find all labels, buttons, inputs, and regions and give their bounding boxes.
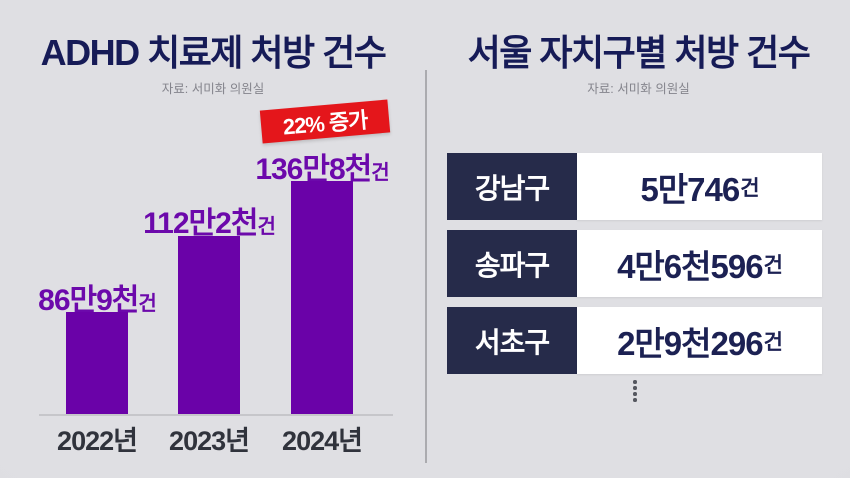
table-row-seocho: 서초구 2만9천296 건 xyxy=(447,307,822,374)
x-axis-baseline xyxy=(39,414,393,416)
district-value-cell: 5만746 건 xyxy=(577,153,822,220)
right-panel-title: 서울 자치구별 처방 건수 xyxy=(467,32,811,73)
ellipsis-dot xyxy=(633,398,637,402)
bar-value-2024: 136만8천 xyxy=(255,153,372,186)
district-name-cell: 서초구 xyxy=(447,307,577,374)
ellipsis-dot xyxy=(633,392,637,396)
district-value: 2만9천296 xyxy=(617,324,763,362)
left-panel-title: ADHD 치료제 처방 건수 xyxy=(40,32,387,73)
right-source-caption: 자료: 서미화 의원실 xyxy=(587,82,690,96)
district-value-unit: 건 xyxy=(763,330,783,354)
bar-value-2023: 112만2천 xyxy=(143,207,258,240)
bar-2023 xyxy=(178,236,240,415)
district-name-cell: 송파구 xyxy=(447,230,577,297)
increase-badge: 22% 증가 xyxy=(259,99,391,144)
more-rows-ellipsis-icon xyxy=(633,380,637,402)
bar-2022 xyxy=(66,312,128,415)
table-row-gangnam: 강남구 5만746 건 xyxy=(447,153,822,220)
axis-label-2024: 2024년 xyxy=(282,426,363,456)
bar-value-unit-2022: 건 xyxy=(138,293,156,315)
district-value: 5만746 xyxy=(640,170,740,208)
district-value: 4만6천596 xyxy=(617,247,763,285)
panel-divider xyxy=(425,70,427,463)
axis-label-2023: 2023년 xyxy=(169,426,250,456)
district-value-cell: 4만6천596 건 xyxy=(577,230,822,297)
bar-value-label-2024: 136만8천건 xyxy=(212,144,432,188)
district-value-cell: 2만9천296 건 xyxy=(577,307,822,374)
bar-value-unit-2023: 건 xyxy=(257,216,275,238)
district-value-unit: 건 xyxy=(740,176,759,200)
bar-value-unit-2024: 건 xyxy=(371,162,389,184)
bar-value-label-2023: 112만2천건 xyxy=(99,198,319,242)
ellipsis-dot xyxy=(633,386,637,390)
axis-label-2022: 2022년 xyxy=(57,426,138,456)
table-row-songpa: 송파구 4만6천596 건 xyxy=(447,230,822,297)
district-value-unit: 건 xyxy=(763,253,783,277)
left-source-caption: 자료: 서미화 의원실 xyxy=(161,82,265,96)
bar-value-2022: 86만9천 xyxy=(38,284,139,317)
bar-2024 xyxy=(291,181,353,415)
district-name-cell: 강남구 xyxy=(447,153,577,220)
bar-value-label-2022: 86만9천건 xyxy=(0,275,207,319)
ellipsis-dot xyxy=(633,380,637,384)
